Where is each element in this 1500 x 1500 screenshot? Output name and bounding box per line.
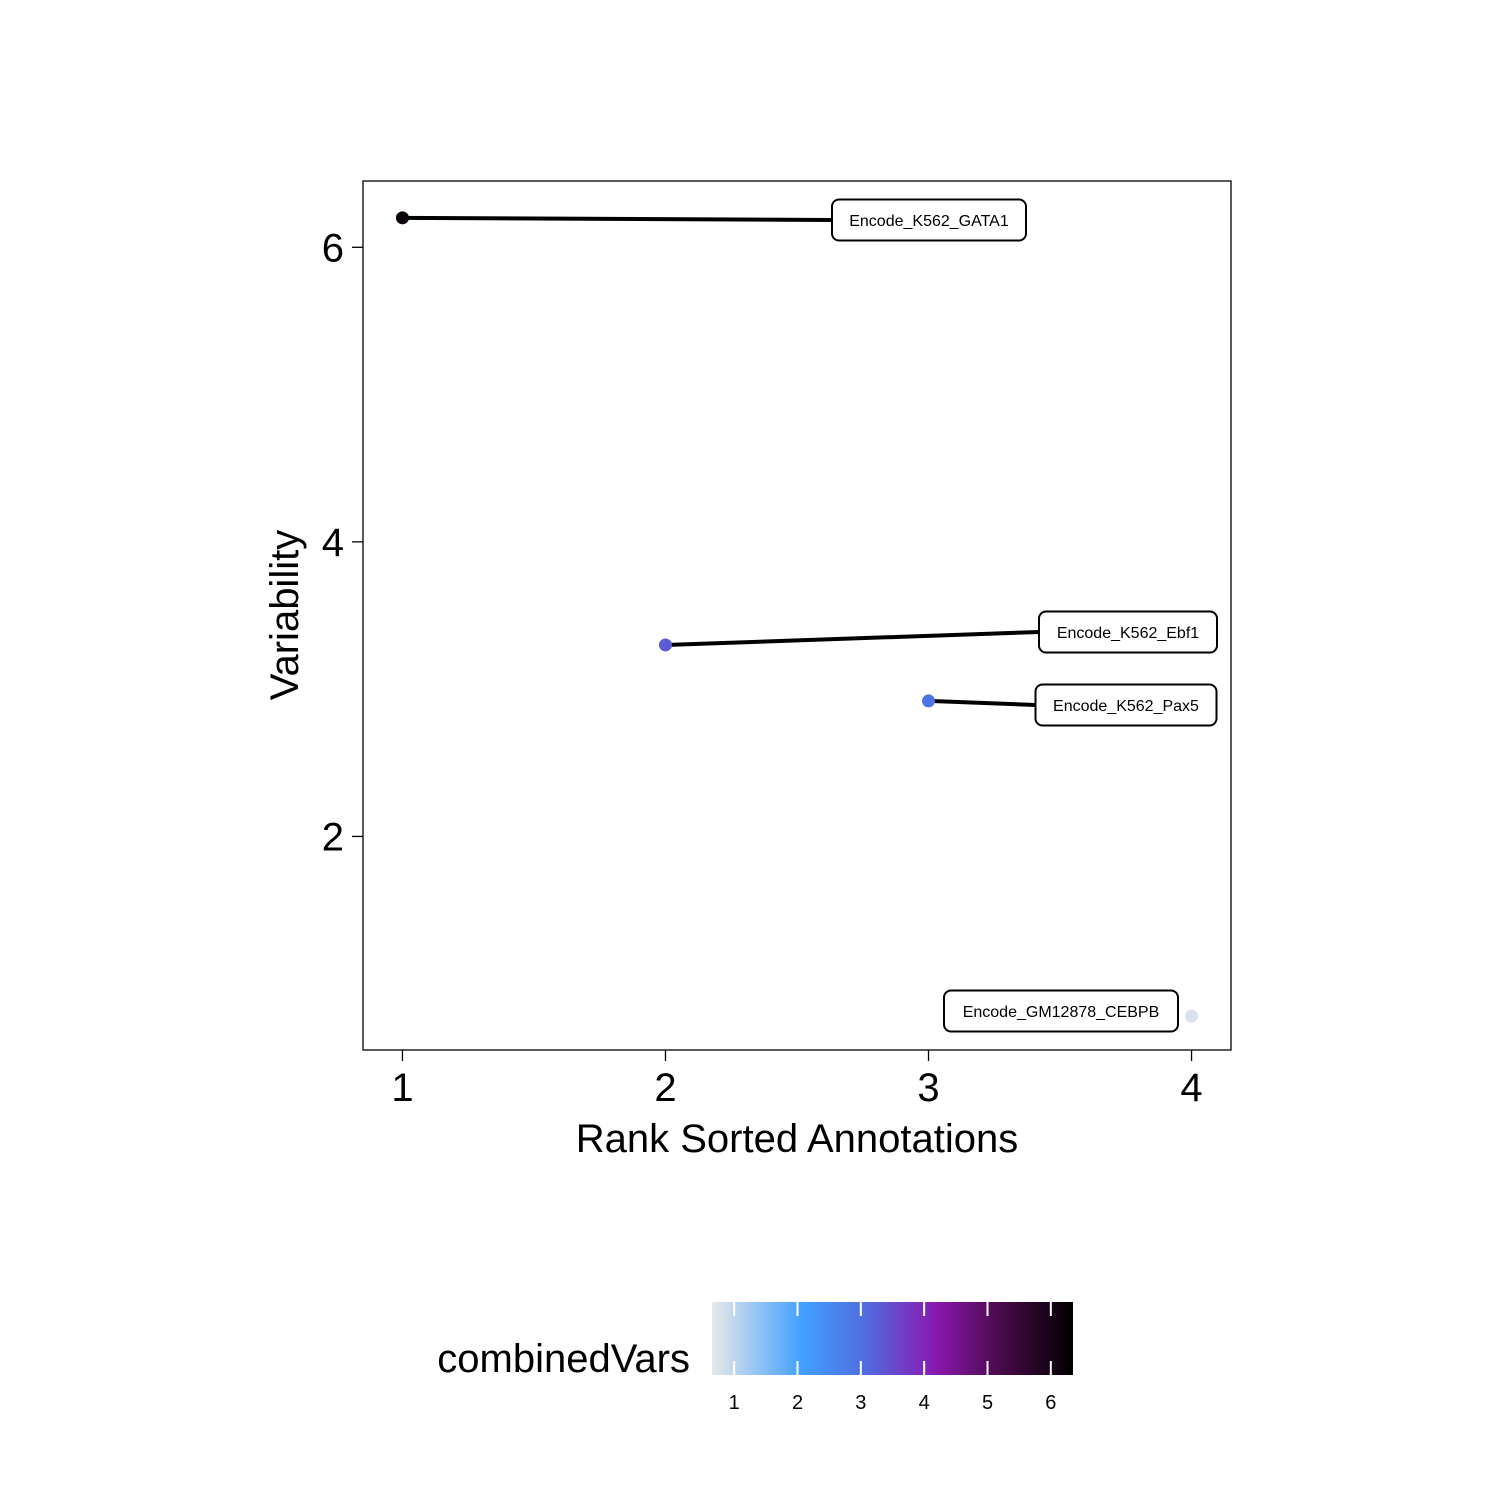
data-label: Encode_K562_Ebf1 bbox=[1057, 625, 1199, 642]
data-point bbox=[922, 694, 936, 708]
legend-tick-label: 4 bbox=[919, 1392, 930, 1414]
label-segments bbox=[402, 215, 1040, 707]
label-segment bbox=[665, 630, 1040, 647]
x-axis: 1 2 3 4 bbox=[391, 1050, 1203, 1110]
legend-tick-label: 2 bbox=[792, 1392, 803, 1414]
x-tick-label: 3 bbox=[917, 1066, 939, 1110]
data-label: Encode_K562_GATA1 bbox=[849, 213, 1009, 230]
x-tick-label: 2 bbox=[654, 1066, 676, 1110]
y-tick-label: 2 bbox=[322, 815, 344, 859]
data-point bbox=[658, 638, 672, 652]
data-label-box bbox=[1034, 683, 1218, 727]
data-points bbox=[395, 211, 1199, 1023]
data-label-box bbox=[1038, 610, 1218, 654]
y-tick-label: 6 bbox=[322, 226, 344, 270]
data-labels: Encode_K562_GATA1 Encode_K562_Ebf1 Encode_… bbox=[831, 198, 1218, 1033]
data-label: Encode_GM12878_CEBPB bbox=[963, 1004, 1160, 1021]
legend-colorbar bbox=[712, 1302, 1073, 1375]
y-axis: 2 4 6 bbox=[322, 226, 363, 859]
y-axis-title: Variability bbox=[263, 530, 307, 700]
data-point bbox=[1185, 1009, 1199, 1023]
legend-title: combinedVars bbox=[437, 1337, 690, 1381]
data-label-box bbox=[943, 989, 1179, 1033]
x-tick-label: 1 bbox=[391, 1066, 413, 1110]
data-label-box bbox=[831, 198, 1027, 242]
legend: combinedVars 1 2 3 4 5 6 bbox=[437, 1302, 1073, 1414]
data-label: Encode_K562_Pax5 bbox=[1053, 698, 1199, 715]
legend-ticks: 1 2 3 4 5 6 bbox=[729, 1302, 1056, 1414]
label-segment bbox=[402, 215, 833, 222]
legend-tick-label: 5 bbox=[982, 1392, 993, 1414]
legend-tick-label: 6 bbox=[1045, 1392, 1056, 1414]
x-tick-label: 4 bbox=[1180, 1066, 1202, 1110]
y-tick-label: 4 bbox=[322, 521, 344, 565]
x-axis-title: Rank Sorted Annotations bbox=[576, 1117, 1019, 1161]
legend-tick-label: 3 bbox=[855, 1392, 866, 1414]
legend-tick-label: 1 bbox=[729, 1392, 740, 1414]
label-segment bbox=[928, 698, 1036, 707]
data-point bbox=[395, 211, 409, 225]
